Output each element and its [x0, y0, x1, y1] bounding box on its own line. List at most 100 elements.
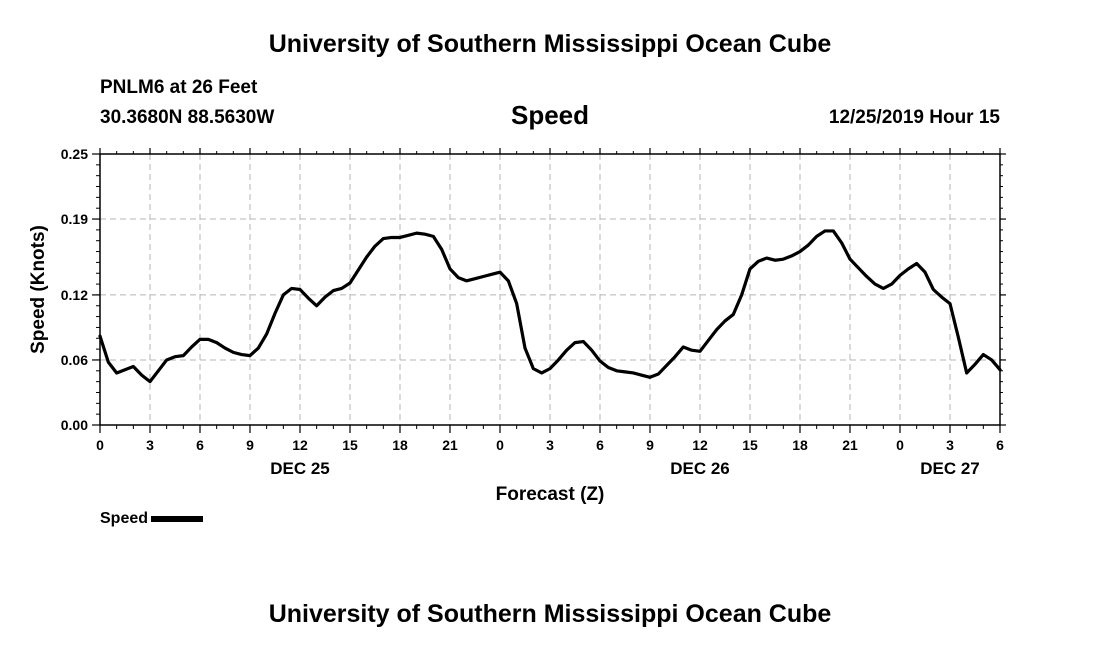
variable-title: Speed: [510, 100, 590, 130]
data-point: [498, 270, 502, 274]
data-point: [790, 254, 793, 258]
data-point: [507, 279, 510, 283]
data-point: [832, 229, 835, 233]
data-point: [132, 365, 135, 368]
data-point: [407, 234, 410, 237]
date-label: DEC 26: [670, 459, 730, 478]
data-point: [590, 349, 593, 352]
data-point: [665, 364, 668, 367]
data-point: [940, 295, 943, 299]
data-point: [673, 355, 677, 358]
data-point: [173, 355, 177, 358]
data-point: [373, 244, 377, 248]
data-point: [540, 371, 543, 375]
data-point: [473, 277, 477, 280]
data-point: [348, 281, 352, 285]
legend-line-swatch: [151, 515, 204, 522]
data-point: [848, 257, 852, 261]
y-tick-label: 0.12: [61, 287, 88, 303]
x-tick-label: 6: [596, 437, 604, 453]
data-point: [157, 369, 160, 372]
data-point: [640, 373, 643, 377]
data-point: [682, 345, 685, 349]
data-point: [248, 354, 252, 357]
x-tick-label: 3: [146, 437, 154, 453]
y-axis-label: Speed (Knots): [28, 225, 49, 354]
plot-frame: [99, 153, 1001, 426]
y-tick-label: 0.19: [61, 211, 88, 227]
data-point: [990, 358, 993, 362]
legend-label: Speed: [100, 510, 149, 527]
data-point: [332, 289, 335, 292]
data-point: [823, 229, 827, 233]
data-point: [490, 273, 493, 276]
coordinates-label: 30.3680N 88.5630W: [100, 107, 275, 128]
data-point: [715, 328, 718, 331]
data-point: [882, 287, 885, 290]
axis-ticks: [92, 148, 1006, 433]
legend: Speed: [100, 510, 204, 528]
y-tick-label: 0.06: [61, 352, 88, 368]
data-point: [582, 340, 585, 343]
data-point: [690, 349, 693, 352]
data-point: [190, 345, 193, 349]
data-point: [240, 353, 243, 356]
x-tick-label: 0: [96, 437, 104, 453]
data-point: [457, 276, 460, 279]
data-point: [615, 369, 618, 372]
x-tick-label: 6: [196, 437, 204, 453]
data-point: [107, 360, 110, 364]
data-point: [223, 346, 227, 350]
data-point: [115, 371, 118, 375]
data-point: [265, 332, 268, 336]
data-point: [798, 250, 802, 253]
x-tick-label: 12: [692, 437, 708, 453]
data-point: [723, 319, 727, 323]
data-point: [707, 339, 710, 342]
data-point: [865, 275, 868, 278]
data-point: [323, 295, 327, 299]
data-point: [215, 341, 218, 344]
data-point: [932, 288, 935, 291]
data-point: [482, 275, 485, 278]
x-tick-label: 12: [292, 437, 308, 453]
data-point: [415, 231, 418, 235]
data-point: [557, 358, 560, 362]
data-point: [807, 243, 810, 247]
data-point: [982, 353, 985, 356]
data-point: [948, 302, 952, 305]
data-point: [182, 354, 185, 357]
data-point: [573, 341, 577, 344]
data-point: [432, 235, 435, 238]
data-point: [398, 236, 402, 239]
data-point: [515, 302, 518, 305]
data-point: [740, 293, 743, 297]
series-layer: [98, 229, 1002, 384]
data-point: [815, 235, 818, 238]
data-point: [923, 270, 927, 274]
data-point: [148, 380, 152, 383]
data-point: [873, 282, 877, 286]
data-point: [357, 268, 360, 272]
station-label: PNLM6 at 26 Feet: [100, 77, 258, 98]
data-point: [123, 368, 127, 371]
data-point: [898, 274, 902, 277]
date-label: DEC 27: [920, 459, 980, 478]
x-tick-label: 6: [996, 437, 1004, 453]
x-tick-label: 18: [792, 437, 808, 453]
data-point: [257, 346, 260, 350]
data-point: [890, 282, 893, 286]
data-point: [282, 293, 285, 297]
data-point: [607, 366, 610, 369]
data-point: [315, 304, 318, 307]
data-point: [440, 248, 443, 251]
chart-title-bottom: University of Southern Mississippi Ocean…: [268, 600, 832, 628]
data-point: [915, 262, 918, 265]
data-point: [273, 312, 277, 315]
data-point: [423, 233, 427, 236]
data-point: [465, 279, 468, 283]
data-point: [973, 363, 977, 366]
data-point: [782, 257, 785, 261]
data-point: [390, 236, 393, 239]
